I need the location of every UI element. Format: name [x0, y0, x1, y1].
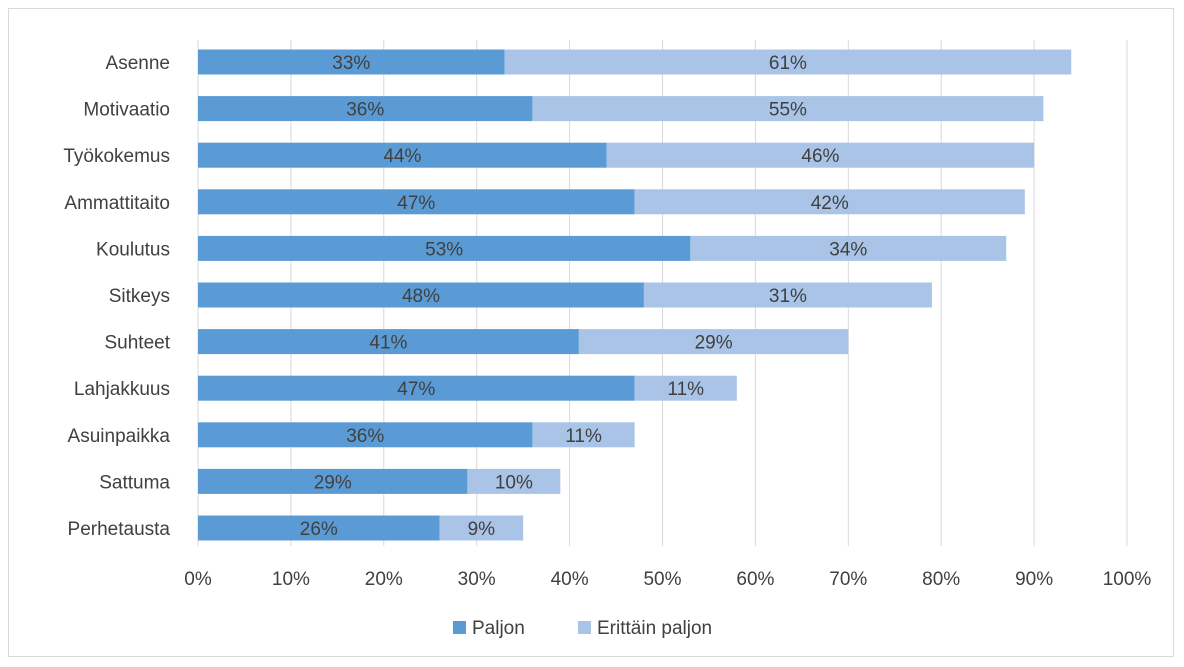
- x-tick-label: 10%: [272, 569, 310, 590]
- legend: Paljon Erittäin paljon: [453, 618, 712, 639]
- bar-segment-erittain-paljon: [439, 515, 524, 541]
- bar-segment-erittain-paljon: [504, 49, 1072, 75]
- category-label: Perhetausta: [68, 519, 171, 540]
- bar-segment-erittain-paljon: [643, 282, 932, 308]
- bar-segment-paljon: [198, 142, 607, 168]
- category-label: Sattuma: [99, 472, 170, 493]
- category-labels: Asenne Motivaatio Työkokemus Ammattitaito Ko…: [63, 53, 170, 540]
- category-label: Asuinpaikka: [68, 426, 171, 447]
- bar-segment-paljon: [198, 235, 691, 261]
- x-tick-label: 30%: [458, 569, 496, 590]
- bar-segment-paljon: [198, 468, 468, 494]
- bar-segment-paljon: [198, 422, 533, 448]
- bar-segment-paljon: [198, 375, 635, 401]
- category-label: Ammattitaito: [64, 193, 170, 214]
- bar-segment-erittain-paljon: [467, 468, 561, 494]
- data-label: 46%: [801, 146, 839, 167]
- bar-segment-paljon: [198, 282, 644, 308]
- x-tick-label: 50%: [643, 569, 681, 590]
- x-tick-label: 90%: [1015, 569, 1053, 590]
- data-label: 41%: [369, 333, 407, 354]
- data-label: 26%: [300, 519, 338, 540]
- legend-label: Paljon: [472, 618, 525, 639]
- bar-segment-erittain-paljon: [606, 142, 1035, 168]
- category-label: Suhteet: [105, 333, 171, 354]
- x-tick-label: 70%: [829, 569, 867, 590]
- data-label: 47%: [397, 193, 435, 214]
- category-label: Työkokemus: [63, 146, 170, 167]
- bar-segment-paljon: [198, 96, 533, 122]
- gridlines: [197, 40, 1128, 546]
- category-label: Lahjakkuus: [74, 379, 170, 400]
- x-tick-label: 60%: [736, 569, 774, 590]
- bars: 33% 61% 36% 55% 44% 46% 47% 42% 53% 34% 48% 31% 41% 2…: [198, 49, 1072, 541]
- x-tick-label: 0%: [184, 569, 212, 590]
- data-label: 48%: [402, 286, 440, 307]
- bar-segment-paljon: [198, 329, 579, 355]
- legend-label: Erittäin paljon: [597, 618, 712, 639]
- data-label: 61%: [769, 53, 807, 74]
- bar-segment-erittain-paljon: [532, 96, 1044, 122]
- x-tick-label: 100%: [1103, 569, 1152, 590]
- data-label: 36%: [346, 426, 384, 447]
- bar-segment-erittain-paljon: [690, 235, 1007, 261]
- data-label: 53%: [425, 239, 463, 260]
- bar-segment-erittain-paljon: [634, 189, 1025, 215]
- bar-segment-paljon: [198, 49, 505, 75]
- x-tick-label: 80%: [922, 569, 960, 590]
- data-label: 11%: [667, 379, 704, 400]
- category-label: Asenne: [106, 53, 170, 74]
- category-label: Koulutus: [96, 239, 170, 260]
- data-label: 29%: [314, 472, 352, 493]
- data-label: 33%: [332, 53, 370, 74]
- category-label: Motivaatio: [83, 100, 170, 121]
- data-label: 42%: [811, 193, 849, 214]
- bar-segment-erittain-paljon: [532, 422, 635, 448]
- category-label: Sitkeys: [109, 286, 170, 307]
- data-label: 44%: [383, 146, 421, 167]
- data-label: 10%: [495, 472, 533, 493]
- bar-segment-paljon: [198, 189, 635, 215]
- x-tick-label: 20%: [365, 569, 403, 590]
- data-label: 29%: [695, 333, 733, 354]
- data-label: 9%: [468, 519, 496, 540]
- bar-segment-paljon: [198, 515, 440, 541]
- data-label: 34%: [829, 239, 867, 260]
- data-label: 11%: [565, 426, 602, 447]
- legend-swatch: [578, 621, 591, 634]
- data-label: 55%: [769, 100, 807, 121]
- bar-segment-erittain-paljon: [578, 329, 849, 355]
- data-label: 31%: [769, 286, 807, 307]
- x-tick-label: 40%: [551, 569, 589, 590]
- data-label: 36%: [346, 100, 384, 121]
- data-label: 47%: [397, 379, 435, 400]
- x-tick-labels: 0% 10% 20% 30% 40% 50% 60% 70% 80% 90% 100%: [184, 569, 1151, 590]
- bar-segment-erittain-paljon: [634, 375, 737, 401]
- legend-swatch: [453, 621, 466, 634]
